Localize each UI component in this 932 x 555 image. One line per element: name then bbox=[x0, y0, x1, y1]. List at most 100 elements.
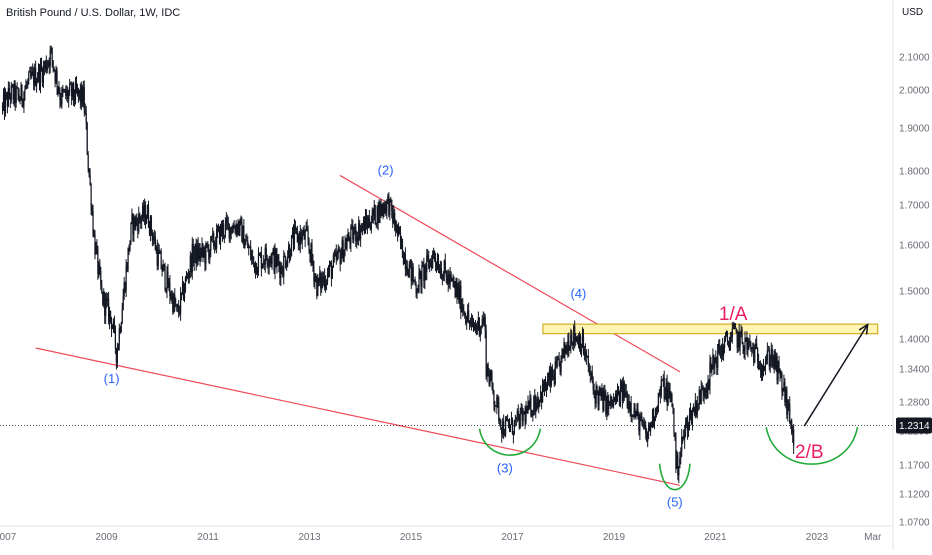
candle-body bbox=[686, 419, 689, 431]
candle-body bbox=[48, 62, 50, 67]
candle-body bbox=[713, 355, 715, 368]
candle-body bbox=[108, 310, 111, 322]
candle-body bbox=[165, 288, 167, 291]
candle-body bbox=[276, 256, 278, 267]
candle-body bbox=[733, 323, 735, 329]
candle-body bbox=[648, 424, 650, 432]
candle-body bbox=[229, 227, 231, 239]
candle-body bbox=[110, 318, 113, 329]
candle-body bbox=[555, 361, 557, 367]
candle-body bbox=[653, 420, 656, 424]
candle-body bbox=[247, 240, 249, 249]
candle-body bbox=[42, 66, 45, 83]
candle-body bbox=[676, 455, 678, 469]
candle-body bbox=[2, 94, 5, 105]
candle-body bbox=[142, 205, 144, 218]
candle-body bbox=[748, 341, 750, 343]
candle-body bbox=[317, 277, 319, 297]
candle-body bbox=[771, 349, 773, 361]
candle-body bbox=[442, 274, 444, 280]
candle-body bbox=[181, 282, 184, 293]
candle-body bbox=[378, 203, 380, 223]
price-axis[interactable]: 2.1000 2.0000 1.9000 1.8000 1.7000 1.6000 1.50… bbox=[899, 53, 930, 529]
candle-body bbox=[157, 249, 159, 266]
candle-body bbox=[562, 348, 564, 353]
candle-body bbox=[371, 210, 373, 223]
candle-body bbox=[665, 383, 667, 396]
candle-body bbox=[69, 83, 71, 93]
candle-body bbox=[613, 397, 615, 406]
trendline-1 bbox=[35, 347, 681, 486]
candle-body bbox=[671, 394, 673, 407]
y-tick-label: 1.3400 bbox=[899, 365, 930, 376]
candle-body bbox=[751, 347, 753, 349]
candle-body bbox=[234, 228, 236, 233]
candle-body bbox=[119, 328, 121, 332]
candle-body bbox=[347, 233, 349, 241]
candle-body bbox=[4, 94, 7, 114]
candle-body bbox=[228, 223, 230, 239]
candle-body bbox=[508, 424, 511, 429]
candle-body bbox=[225, 218, 227, 224]
candle-body bbox=[498, 402, 500, 421]
candle-body bbox=[66, 90, 68, 96]
candle-body bbox=[328, 264, 331, 273]
candle-body bbox=[606, 396, 608, 415]
candle-body bbox=[38, 66, 41, 85]
resistance-box bbox=[542, 323, 879, 335]
candle-body bbox=[643, 422, 645, 429]
candle-body bbox=[83, 87, 85, 110]
candle-body bbox=[554, 361, 556, 385]
candle-body bbox=[345, 242, 347, 249]
candle-body bbox=[540, 391, 542, 400]
candle-body bbox=[315, 276, 317, 278]
candle-body bbox=[277, 256, 279, 261]
candle-body bbox=[682, 437, 684, 438]
symbol-title[interactable]: British Pound / U.S. Dollar, 1W, IDC bbox=[6, 7, 181, 19]
candle-body bbox=[408, 264, 410, 278]
candle-body bbox=[667, 388, 669, 406]
candle-body bbox=[30, 71, 32, 77]
candle-body bbox=[464, 311, 466, 317]
candle-body bbox=[279, 266, 281, 279]
candle-body bbox=[700, 388, 702, 405]
candle-body bbox=[29, 71, 31, 73]
candle-body bbox=[214, 243, 216, 247]
candle-body bbox=[672, 406, 674, 409]
candle-body bbox=[696, 403, 698, 416]
candle-body bbox=[116, 350, 118, 363]
candle-body bbox=[684, 430, 686, 439]
last-price-badge bbox=[896, 417, 932, 434]
time-axis[interactable]: 2007 2009 2011 2013 2015 2017 2019 2021 2023 Mar bbox=[0, 532, 882, 543]
candle-body bbox=[789, 403, 791, 423]
candle-body bbox=[472, 321, 475, 328]
candle-body bbox=[222, 224, 225, 236]
candle-body bbox=[663, 377, 665, 400]
candle-body bbox=[366, 222, 369, 228]
candle-body bbox=[59, 92, 61, 100]
candle-body bbox=[183, 290, 186, 300]
candle-body bbox=[566, 347, 568, 351]
last-price-value: 1.2314 bbox=[899, 421, 930, 432]
candle-body bbox=[711, 365, 713, 371]
candle-body bbox=[230, 227, 232, 234]
candle-body bbox=[397, 227, 400, 235]
candle-body bbox=[513, 420, 515, 434]
candle-body bbox=[712, 355, 714, 366]
candle-body bbox=[774, 351, 776, 369]
candle-body bbox=[240, 219, 242, 221]
candle-body bbox=[298, 235, 300, 246]
candle-body bbox=[376, 206, 378, 224]
candle-body bbox=[662, 377, 664, 380]
candle-body bbox=[121, 309, 123, 324]
candle-body bbox=[109, 310, 112, 319]
candle-body bbox=[186, 276, 189, 277]
candle-body bbox=[656, 411, 659, 412]
y-tick-label: 1.8000 bbox=[899, 167, 930, 178]
candle-body bbox=[538, 398, 540, 407]
candle-body bbox=[572, 342, 574, 346]
candle-body bbox=[679, 458, 681, 469]
candle-body bbox=[617, 389, 620, 394]
